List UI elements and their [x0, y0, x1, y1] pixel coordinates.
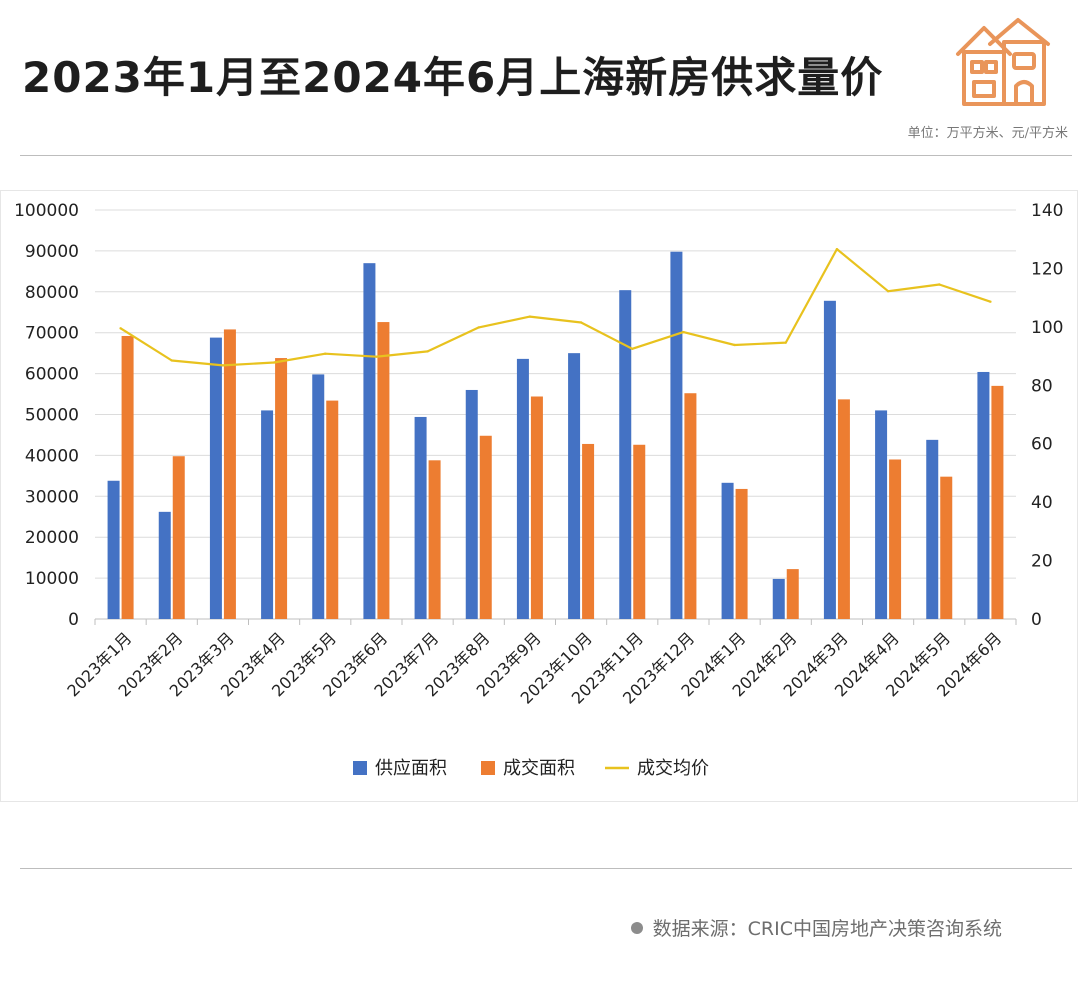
bar-deal [684, 393, 697, 619]
bar-supply [823, 300, 836, 619]
bullet-icon [630, 921, 643, 934]
price-point [272, 361, 276, 364]
y-left-tick-label: 40000 [25, 446, 79, 466]
bar-supply [158, 511, 171, 619]
y-right-tick-label: 140 [1031, 201, 1063, 221]
bar-deal [223, 329, 236, 619]
house-icon [956, 18, 1050, 106]
legend-label-price: 成交均价 [637, 758, 709, 779]
bottom-divider [20, 868, 1072, 869]
supply-demand-price-chart: 0 10000 20000 30000 40000 50000 60000 70000 8000… [14, 201, 1063, 779]
price-point [784, 341, 787, 344]
price-point [938, 283, 941, 286]
bar-deal [479, 435, 492, 619]
y-right-tick-label: 20 [1031, 552, 1053, 572]
y-right-tick-label: 40 [1031, 493, 1053, 513]
bar-deal [940, 476, 953, 619]
y-right-tick-label: 60 [1031, 435, 1053, 455]
y-right-tick-label: 0 [1031, 610, 1042, 630]
bar-deal [633, 444, 646, 619]
y-left-tick-label: 80000 [25, 283, 79, 303]
price-point [477, 326, 480, 329]
bar-deal [786, 569, 799, 619]
price-point [324, 352, 327, 355]
bar-supply [312, 374, 325, 619]
legend-label-supply: 供应面积 [375, 758, 447, 779]
y-right-tick-label: 100 [1031, 318, 1063, 338]
y-left-tick-label: 60000 [25, 365, 79, 385]
price-point [989, 300, 992, 303]
bar-deal [735, 488, 748, 619]
y-left-tick-label: 50000 [25, 406, 79, 426]
bar-supply [414, 416, 427, 619]
bar-deal [837, 399, 850, 619]
price-point [733, 343, 736, 347]
price-point [119, 327, 122, 330]
bar-supply [670, 251, 683, 619]
y-left-tick-label: 70000 [25, 324, 79, 344]
price-line [120, 247, 991, 367]
data-source: 数据来源：CRIC中国房地产决策咨询系统 [630, 914, 1002, 941]
page-title: 2023年1月至2024年6月上海新房供求量价 [22, 53, 884, 102]
bar-deal [889, 459, 902, 619]
legend-swatch-supply [353, 761, 367, 775]
bar-deal [530, 396, 543, 619]
y-right-tick-label: 120 [1031, 259, 1063, 279]
bar-supply [363, 263, 376, 619]
bar-deal [326, 400, 339, 619]
top-divider [20, 155, 1072, 156]
legend-label-deal: 成交面积 [503, 758, 575, 779]
bar-deal [275, 358, 288, 619]
y-left-tick-label: 10000 [25, 569, 79, 589]
bar-supply [107, 480, 120, 619]
chart-frame: 0 10000 20000 30000 40000 50000 60000 70000 8000… [0, 190, 1078, 802]
price-point [170, 359, 173, 362]
y-left-tick-label: 100000 [14, 201, 79, 221]
price-point [426, 350, 429, 353]
price-point [886, 290, 890, 293]
bar-supply [977, 371, 990, 619]
y-left-tick-label: 90000 [25, 242, 79, 262]
bar-supply [465, 389, 478, 619]
y-left-tick-label: 30000 [25, 487, 79, 507]
price-point [631, 347, 634, 350]
bar-supply [261, 410, 274, 619]
price-point [528, 315, 532, 318]
bar-deal [121, 335, 134, 619]
bar-deal [428, 460, 441, 619]
data-source-text: 数据来源：CRIC中国房地产决策咨询系统 [652, 918, 1002, 940]
bar-supply [568, 353, 581, 619]
bar-deal [377, 322, 390, 619]
price-point [579, 321, 583, 324]
unit-label: 单位：万平方米、元/平方米 [907, 126, 1068, 141]
bar-supply [619, 290, 632, 619]
bar-supply [875, 410, 888, 619]
bar-deal [172, 456, 185, 619]
price-point [375, 355, 378, 358]
price-point [835, 247, 839, 251]
bar-deal [582, 443, 595, 619]
bar-deal [991, 385, 1004, 619]
price-point [221, 364, 225, 367]
bar-supply [516, 358, 529, 619]
bar-supply [926, 439, 939, 619]
legend-swatch-deal [481, 761, 495, 775]
bar-supply [209, 337, 222, 619]
y-right-tick-label: 80 [1031, 376, 1053, 396]
y-left-tick-label: 0 [68, 610, 79, 630]
price-point [682, 330, 685, 334]
y-left-tick-label: 20000 [25, 528, 79, 548]
bar-supply [772, 578, 785, 619]
bar-supply [721, 482, 734, 619]
